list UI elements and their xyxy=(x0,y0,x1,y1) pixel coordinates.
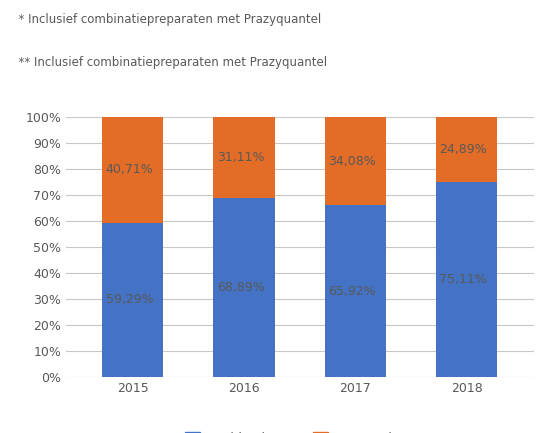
Bar xyxy=(325,117,386,205)
Bar xyxy=(213,198,274,377)
Text: 31,11%: 31,11% xyxy=(217,151,265,164)
Text: 68,89%: 68,89% xyxy=(217,281,265,294)
Bar xyxy=(213,117,274,198)
Text: 75,11%: 75,11% xyxy=(439,273,487,286)
Bar xyxy=(102,223,163,377)
Bar xyxy=(102,117,163,223)
Bar xyxy=(325,205,386,377)
Text: * Inclusief combinatiepreparaten met Prazyquantel: * Inclusief combinatiepreparaten met Pra… xyxy=(11,13,321,26)
Text: 40,71%: 40,71% xyxy=(106,163,153,176)
Bar xyxy=(436,181,497,377)
Text: 59,29%: 59,29% xyxy=(106,293,153,306)
Text: 65,92%: 65,92% xyxy=(328,284,376,297)
Text: ** Inclusief combinatiepreparaten met Prazyquantel: ** Inclusief combinatiepreparaten met Pr… xyxy=(11,56,327,69)
Text: 34,08%: 34,08% xyxy=(328,155,376,168)
Text: 24,89%: 24,89% xyxy=(439,143,487,156)
Bar xyxy=(436,117,497,181)
Legend: Moxidectine**, Ivermectine*: Moxidectine**, Ivermectine* xyxy=(180,427,420,433)
